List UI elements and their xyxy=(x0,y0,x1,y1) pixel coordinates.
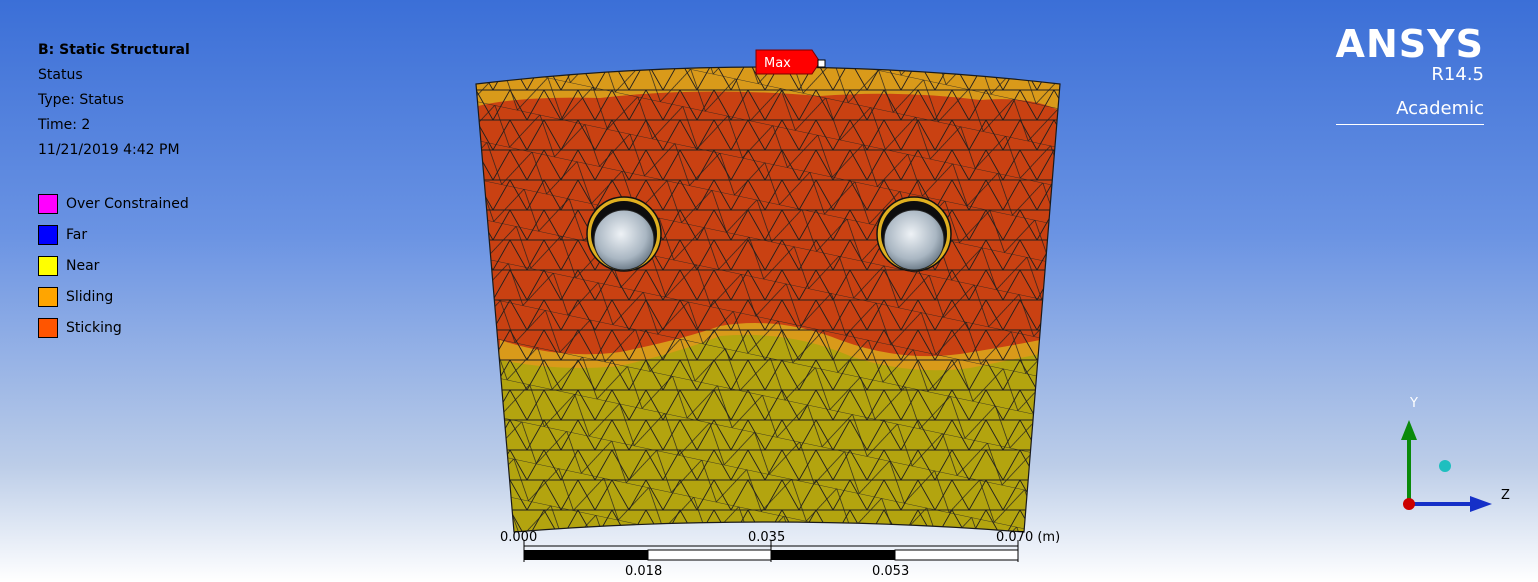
legend-item-sliding: Sliding xyxy=(38,281,189,312)
legend-swatch xyxy=(38,255,58,276)
analysis-title: B: Static Structural xyxy=(38,42,190,58)
legend-swatch xyxy=(38,286,58,307)
contact-region xyxy=(476,67,1060,532)
scale-label-018: 0.018 xyxy=(625,564,663,579)
scale-label-053: 0.053 xyxy=(872,564,910,579)
bolt-hole-right xyxy=(876,196,952,272)
legend-label: Over Constrained xyxy=(66,195,189,212)
logo-edition: Academic xyxy=(1335,98,1484,125)
ansys-logo: ANSYS R14.5 Academic xyxy=(1335,22,1484,125)
status-legend: Over Constrained Far Near Sliding Sticki… xyxy=(38,188,189,343)
max-probe-label: Max xyxy=(764,56,791,71)
max-probe[interactable]: Max xyxy=(755,49,826,75)
result-name: Status xyxy=(38,67,83,83)
bolt-hole-left xyxy=(586,196,662,272)
scale-label-0: 0.000 xyxy=(500,530,538,545)
triad-y-label: Y xyxy=(1410,396,1418,411)
scale-label-070: 0.070 (m) xyxy=(996,530,1061,545)
result-date: 11/21/2019 4:42 PM xyxy=(38,142,180,158)
legend-item-far: Far xyxy=(38,219,189,250)
part-outline xyxy=(475,66,1061,533)
triad-z-label: Z xyxy=(1501,488,1510,503)
scale-label-035: 0.035 xyxy=(748,530,786,545)
legend-swatch xyxy=(38,317,58,338)
legend-swatch xyxy=(38,193,58,214)
legend-item-sticking: Sticking xyxy=(38,312,189,343)
legend-label: Sticking xyxy=(66,319,122,336)
mesh-grid-secondary xyxy=(476,67,1060,532)
coordinate-triad[interactable] xyxy=(1401,420,1492,512)
result-time: Time: 2 xyxy=(38,117,91,133)
result-type: Type: Status xyxy=(38,92,124,108)
legend-label: Far xyxy=(66,226,88,243)
legend-item-near: Near xyxy=(38,250,189,281)
max-probe-marker xyxy=(817,59,826,68)
logo-version: R14.5 xyxy=(1431,64,1484,85)
legend-label: Sliding xyxy=(66,288,114,305)
legend-swatch xyxy=(38,224,58,245)
legend-item-over-constrained: Over Constrained xyxy=(38,188,189,219)
logo-brand: ANSYS xyxy=(1335,22,1484,66)
legend-label: Near xyxy=(66,257,100,274)
scale-bar xyxy=(523,540,1019,562)
result-info-panel: B: Static Structural Status Type: Status… xyxy=(38,38,190,163)
